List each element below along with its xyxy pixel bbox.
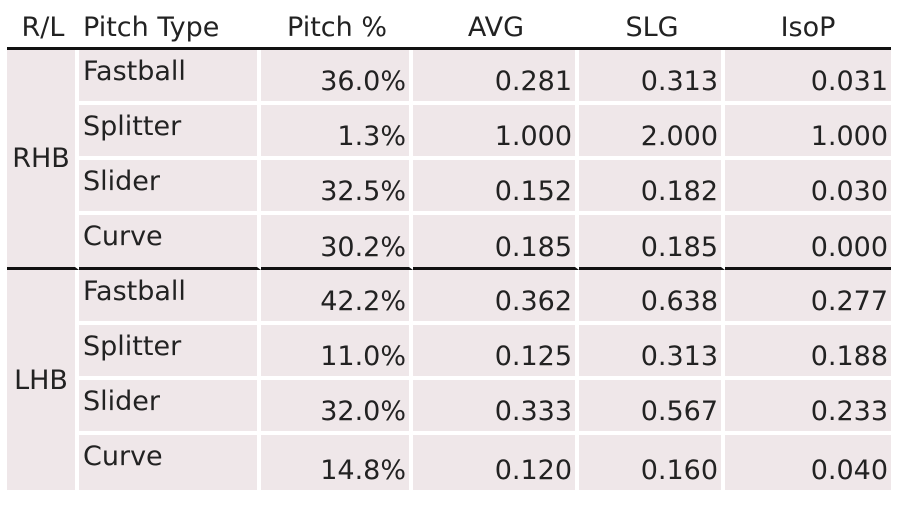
isop-cell: 0.030 — [725, 160, 891, 215]
group-label-lhb: LHB — [7, 270, 79, 490]
table-row: RHB Fastball 36.0% 0.281 0.313 0.031 — [7, 50, 891, 270]
header-row: R/L Pitch Type Pitch % AVG SLG IsoP — [7, 8, 891, 50]
pitch-type-cell: Fastball — [79, 270, 261, 325]
isop-cell: 0.000 — [725, 215, 891, 270]
slg-cell: 0.182 — [579, 160, 725, 215]
isop-cell: 0.233 — [725, 380, 891, 435]
isop-cell: 0.031 — [725, 50, 891, 105]
table-row: Slider 32.0% 0.333 0.567 0.233 — [7, 380, 891, 435]
table-row: Splitter 11.0% 0.125 0.313 0.188 — [7, 325, 891, 380]
header-isop: IsoP — [725, 8, 891, 50]
slg-cell: 0.313 — [579, 50, 725, 105]
header-rl: R/L — [7, 8, 79, 50]
pitch-type-cell: Splitter — [79, 325, 261, 380]
avg-cell: 0.125 — [413, 325, 579, 380]
isop-cell: 0.188 — [725, 325, 891, 380]
table-row: LHB Fastball 42.2% 0.362 0.638 0.277 — [7, 270, 891, 490]
pitch-pct-cell: 42.2% — [261, 270, 413, 325]
pitch-type-cell: Slider — [79, 160, 261, 215]
pitch-type-cell: Splitter — [79, 105, 261, 160]
avg-cell: 0.281 — [413, 50, 579, 105]
pitch-pct-cell: 32.0% — [261, 380, 413, 435]
slg-cell: 0.638 — [579, 270, 725, 325]
pitch-type-cell: Curve — [79, 435, 261, 490]
avg-cell: 0.362 — [413, 270, 579, 325]
header-slg: SLG — [579, 8, 725, 50]
slg-cell: 0.160 — [579, 435, 725, 490]
isop-cell: 1.000 — [725, 105, 891, 160]
table-row: Curve 14.8% 0.120 0.160 0.040 — [7, 435, 891, 490]
isop-cell: 0.040 — [725, 435, 891, 490]
group-label-rhb: RHB — [7, 50, 79, 270]
avg-cell: 0.120 — [413, 435, 579, 490]
pitch-pct-cell: 36.0% — [261, 50, 413, 105]
pitch-stats-table: R/L Pitch Type Pitch % AVG SLG IsoP RHB … — [7, 8, 891, 490]
slg-cell: 2.000 — [579, 105, 725, 160]
table-row: Slider 32.5% 0.152 0.182 0.030 — [7, 160, 891, 215]
pitch-type-cell: Fastball — [79, 50, 261, 105]
slg-cell: 0.185 — [579, 215, 725, 270]
pitch-type-cell: Slider — [79, 380, 261, 435]
table-row: Curve 30.2% 0.185 0.185 0.000 — [7, 215, 891, 270]
table-row: Splitter 1.3% 1.000 2.000 1.000 — [7, 105, 891, 160]
header-pitch-type: Pitch Type — [79, 8, 261, 50]
header-pitch-pct: Pitch % — [261, 8, 413, 50]
pitch-pct-cell: 1.3% — [261, 105, 413, 160]
header-avg: AVG — [413, 8, 579, 50]
avg-cell: 0.152 — [413, 160, 579, 215]
pitch-pct-cell: 32.5% — [261, 160, 413, 215]
pitch-type-cell: Curve — [79, 215, 261, 270]
slg-cell: 0.567 — [579, 380, 725, 435]
pitch-pct-cell: 11.0% — [261, 325, 413, 380]
avg-cell: 0.333 — [413, 380, 579, 435]
pitch-pct-cell: 30.2% — [261, 215, 413, 270]
pitch-pct-cell: 14.8% — [261, 435, 413, 490]
isop-cell: 0.277 — [725, 270, 891, 325]
slg-cell: 0.313 — [579, 325, 725, 380]
avg-cell: 0.185 — [413, 215, 579, 270]
avg-cell: 1.000 — [413, 105, 579, 160]
